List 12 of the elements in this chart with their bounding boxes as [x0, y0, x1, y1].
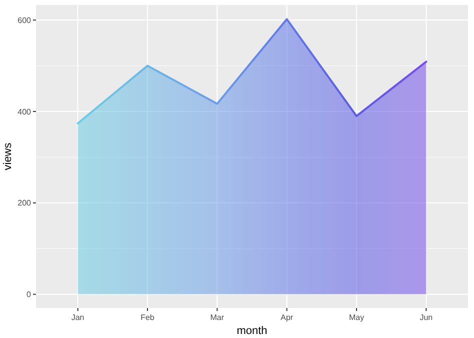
x-axis-title: month	[236, 325, 268, 337]
y-tick-label: 200	[18, 198, 32, 208]
x-tick-label: Jun	[420, 313, 433, 322]
x-tick-label: Feb	[140, 313, 155, 322]
x-tick-label: Mar	[210, 313, 224, 322]
x-tick-label: May	[348, 313, 364, 322]
y-tick-label: 600	[18, 16, 32, 25]
x-tick-label: Apr	[280, 313, 294, 322]
y-tick-label: 0	[26, 290, 32, 300]
y-axis-title: views	[2, 142, 14, 170]
x-tick-label: Jan	[71, 313, 84, 322]
y-tick-label: 400	[18, 107, 32, 116]
